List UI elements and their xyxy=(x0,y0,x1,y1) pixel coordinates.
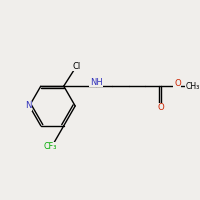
Text: O: O xyxy=(158,103,165,112)
Text: N: N xyxy=(25,101,32,110)
Text: CH₃: CH₃ xyxy=(185,82,199,91)
Text: CF₃: CF₃ xyxy=(44,142,57,151)
Text: O: O xyxy=(174,79,181,88)
Text: Cl: Cl xyxy=(73,62,81,71)
Text: NH: NH xyxy=(90,78,103,87)
